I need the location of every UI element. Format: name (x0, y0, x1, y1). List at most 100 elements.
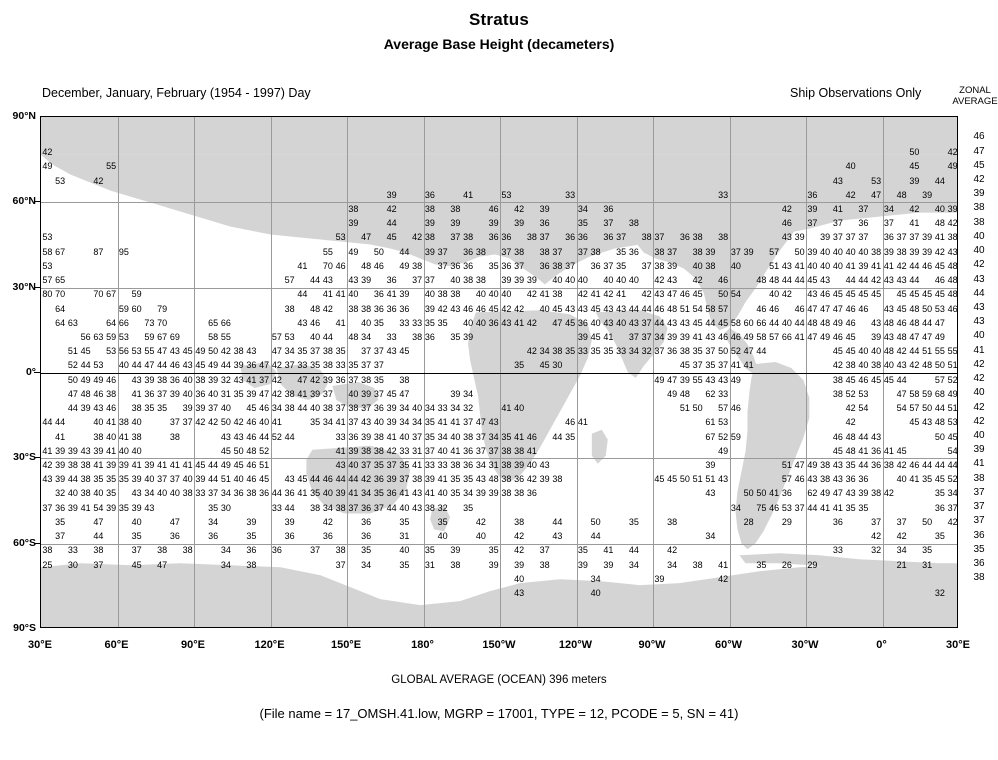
data-cell: 55 (144, 346, 155, 357)
data-cell: 37 (718, 360, 729, 371)
data-cell: 52 (271, 431, 282, 442)
data-cell: 42 (271, 360, 282, 371)
data-cell: 42 (195, 417, 206, 428)
data-cell: 46 (769, 502, 780, 513)
zonal-average-value: 38 (973, 572, 985, 584)
data-cell: 53 (858, 388, 869, 399)
data-cell: 42 (42, 147, 53, 158)
data-cell: 45 (922, 289, 933, 300)
data-cell: 36 (781, 488, 792, 499)
data-cell: 37 (730, 246, 741, 257)
data-cell: 50 (718, 346, 729, 357)
data-cell: 40 (131, 417, 142, 428)
data-cell: 47 (896, 388, 907, 399)
data-cell: 31 (412, 445, 423, 456)
data-cell: 36 (845, 474, 856, 485)
data-cell: 40 (845, 246, 856, 257)
data-cell: 80 (42, 289, 53, 300)
data-cell: 39 (195, 474, 206, 485)
data-cell: 40 (539, 303, 550, 314)
data-cell: 43 (705, 488, 716, 499)
data-cell: 46 (475, 303, 486, 314)
data-cell: 40 (373, 417, 384, 428)
data-cell: 37 (705, 346, 716, 357)
data-cell: 73 (144, 317, 155, 328)
data-cell: 41 (743, 360, 754, 371)
data-cell: 37 (552, 246, 563, 257)
data-cell: 40 (501, 289, 512, 300)
data-cell: 64 (55, 317, 66, 328)
data-cell: 36 (361, 502, 372, 513)
data-cell: 42 (947, 218, 958, 229)
data-cell: 49 (832, 317, 843, 328)
data-cell: 41 (106, 417, 117, 428)
data-cell: 36 (603, 232, 614, 243)
data-cell: 31 (922, 559, 933, 570)
data-cell: 51 (259, 459, 270, 470)
data-cell: 51 (679, 303, 690, 314)
data-cell: 35 (144, 403, 155, 414)
data-cell: 37 (310, 545, 321, 556)
data-cell: 30 (552, 360, 563, 371)
data-cell: 34 (450, 403, 461, 414)
data-cell: 59 (106, 331, 117, 342)
data-cell: 35 (157, 403, 168, 414)
data-cell: 37 (794, 502, 805, 513)
data-cell: 42 (934, 246, 945, 257)
data-cell: 37 (603, 218, 614, 229)
data-cell: 48 (845, 445, 856, 456)
data-cell: 54 (730, 289, 741, 300)
data-cell: 39 (450, 388, 461, 399)
data-cell: 48 (909, 303, 920, 314)
data-cell: 42 (220, 346, 231, 357)
data-cell: 35 (297, 346, 308, 357)
data-cell: 52 (730, 346, 741, 357)
data-cell: 48 (310, 303, 321, 314)
data-cell: 45 (692, 317, 703, 328)
data-cell: 32 (55, 488, 66, 499)
data-cell: 40 (832, 260, 843, 271)
data-cell: 36 (386, 303, 397, 314)
data-cell: 34 (322, 417, 333, 428)
data-cell: 38 (80, 459, 91, 470)
data-cell: 38 (106, 388, 117, 399)
data-cell: 40 (361, 317, 372, 328)
data-cell: 40 (259, 417, 270, 428)
data-cell: 35 (106, 474, 117, 485)
data-cell: 36 (246, 360, 257, 371)
data-cell: 35 (208, 502, 219, 513)
data-cell: 36 (463, 246, 474, 257)
zonal-header-line2: AVERAGE (952, 96, 998, 107)
data-cell: 39 (361, 431, 372, 442)
data-cell: 49 (947, 161, 958, 172)
data-cell: 46 (781, 218, 792, 229)
data-cell: 36 (807, 189, 818, 200)
data-cell: 37 (169, 417, 180, 428)
data-cell: 35 (424, 417, 435, 428)
data-cell: 44 (909, 275, 920, 286)
data-cell: 40 (157, 488, 168, 499)
data-cell: 38 (233, 346, 244, 357)
data-cell: 35 (488, 545, 499, 556)
data-cell: 46 (794, 303, 805, 314)
global-average-label: GLOBAL AVERAGE (OCEAN) 396 meters (391, 674, 607, 686)
data-cell: 44 (769, 317, 780, 328)
data-cell: 45 (654, 474, 665, 485)
zonal-average-header: ZONAL AVERAGE (952, 85, 998, 107)
data-cell: 47 (169, 516, 180, 527)
data-cell: 36 (399, 303, 410, 314)
data-cell: 44 (705, 317, 716, 328)
data-cell: 37 (284, 360, 295, 371)
data-cell: 43 (182, 360, 193, 371)
data-cell: 58 (756, 331, 767, 342)
data-cell: 44 (858, 459, 869, 470)
data-cell: 44 (208, 474, 219, 485)
zonal-average-value: 43 (973, 273, 985, 285)
data-cell: 37 (475, 445, 486, 456)
data-cell: 35 (106, 488, 117, 499)
data-cell: 35 (335, 346, 346, 357)
data-cell: 41 (577, 417, 588, 428)
data-cell: 41 (182, 459, 193, 470)
data-cell: 43 (284, 474, 295, 485)
